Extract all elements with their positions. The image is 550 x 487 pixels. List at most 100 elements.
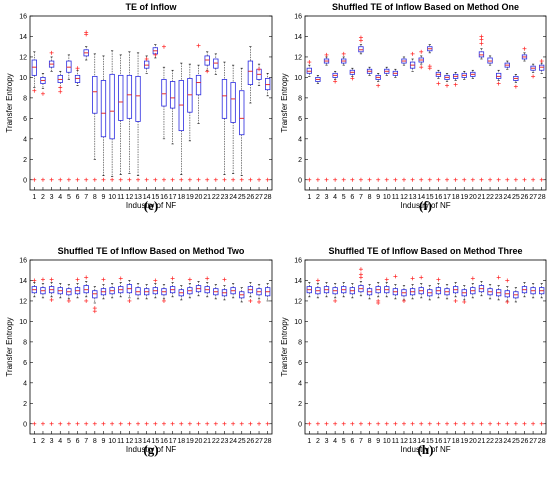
- outlier-marker: [531, 74, 536, 79]
- box-11: [118, 282, 124, 298]
- outlier-marker: [205, 276, 210, 281]
- panel-caption: (e): [144, 198, 158, 213]
- x-tick-label: 14: [143, 438, 151, 445]
- outlier-marker: [350, 76, 355, 81]
- zero-marker: [453, 421, 458, 426]
- zero-marker: [248, 177, 253, 182]
- box-17: [169, 282, 176, 298]
- zero-marker: [367, 421, 372, 426]
- plot-frame: [29, 15, 273, 191]
- box-8: [366, 284, 373, 300]
- box-5: [341, 282, 347, 298]
- zero-marker: [179, 177, 184, 182]
- outlier-marker: [257, 299, 262, 304]
- box-2: [40, 283, 46, 299]
- outlier-marker: [522, 46, 527, 51]
- box-6: [74, 283, 81, 299]
- iqr-box: [178, 80, 184, 132]
- chart-panel-3: Shuffled TE of Inflow Based on Method Tw…: [5, 246, 273, 454]
- box-19: [461, 70, 467, 80]
- box-25: [239, 67, 245, 176]
- box-22: [487, 284, 493, 300]
- outlier-marker: [436, 81, 441, 86]
- box-5: [66, 54, 72, 80]
- box-10: [109, 283, 115, 299]
- x-tick-label: 18: [177, 194, 185, 201]
- zero-marker: [496, 177, 501, 182]
- box-19: [187, 283, 193, 299]
- outlier-marker: [40, 91, 45, 96]
- zero-marker: [505, 421, 510, 426]
- plot-frame: [304, 259, 547, 435]
- zero-marker: [222, 421, 227, 426]
- x-axis-label: Industry of NF: [126, 201, 176, 210]
- box-5: [341, 56, 347, 66]
- y-axis-label: Transfer Entropy: [5, 317, 14, 376]
- box-13: [135, 283, 141, 300]
- outlier-marker: [153, 52, 158, 57]
- x-tick-label: 19: [460, 438, 468, 445]
- outlier-marker: [419, 49, 424, 54]
- x-tick-label: 3: [50, 194, 54, 201]
- chart-panel-4: Shuffled TE of Inflow Based on Method Th…: [280, 246, 547, 454]
- x-tick-label: 19: [460, 194, 468, 201]
- box-20: [195, 64, 202, 124]
- zero-marker: [324, 421, 329, 426]
- y-tick-label: 8: [298, 95, 302, 102]
- box-19: [461, 285, 467, 301]
- zero-marker: [84, 421, 89, 426]
- iqr-box: [118, 74, 124, 121]
- zero-marker: [187, 177, 192, 182]
- x-tick-label: 25: [512, 438, 520, 445]
- x-tick-label: 12: [125, 438, 133, 445]
- x-tick-label: 21: [478, 194, 486, 201]
- box-7: [358, 44, 364, 55]
- outlier-marker: [513, 84, 518, 89]
- box-20: [470, 69, 476, 79]
- outlier-marker: [479, 41, 484, 46]
- x-tick-label: 27: [255, 438, 263, 445]
- x-tick-label: 9: [376, 438, 380, 445]
- zero-marker: [32, 177, 37, 182]
- box-28: [265, 283, 271, 302]
- zero-marker: [513, 177, 518, 182]
- outlier-marker: [248, 298, 253, 303]
- outlier-marker: [479, 34, 484, 39]
- y-tick-label: 14: [19, 278, 27, 285]
- x-tick-label: 4: [333, 438, 337, 445]
- box-18: [452, 71, 459, 81]
- x-tick-label: 14: [417, 438, 425, 445]
- y-tick-label: 8: [23, 339, 27, 346]
- x-tick-label: 6: [350, 438, 354, 445]
- y-tick-label: 0: [23, 177, 27, 184]
- iqr-box: [487, 57, 493, 64]
- zero-marker: [239, 177, 244, 182]
- x-tick-label: 10: [108, 194, 116, 201]
- x-tick-label: 21: [478, 438, 486, 445]
- outlier-marker: [49, 50, 54, 55]
- x-tick-label: 4: [58, 194, 62, 201]
- zero-marker: [58, 421, 63, 426]
- y-tick-label: 16: [294, 14, 302, 21]
- x-tick-label: 23: [221, 438, 229, 445]
- zero-marker: [479, 421, 484, 426]
- zero-marker: [144, 421, 149, 426]
- box-6: [74, 69, 81, 86]
- x-tick-label: 28: [538, 438, 546, 445]
- x-tick-label: 26: [246, 438, 254, 445]
- zero-marker: [315, 177, 320, 182]
- x-tick-label: 28: [264, 194, 272, 201]
- x-tick-label: 15: [426, 194, 434, 201]
- x-tick-label: 9: [102, 194, 106, 201]
- y-tick-label: 0: [23, 421, 27, 428]
- x-tick-label: 25: [512, 194, 520, 201]
- box-25: [513, 287, 519, 303]
- iqr-box: [221, 79, 228, 119]
- outlier-marker: [505, 278, 510, 283]
- box-17: [444, 73, 450, 82]
- box-26: [521, 282, 528, 298]
- box-21: [204, 282, 210, 298]
- x-tick-label: 7: [359, 438, 363, 445]
- box-2: [40, 73, 46, 89]
- x-tick-label: 20: [195, 438, 203, 445]
